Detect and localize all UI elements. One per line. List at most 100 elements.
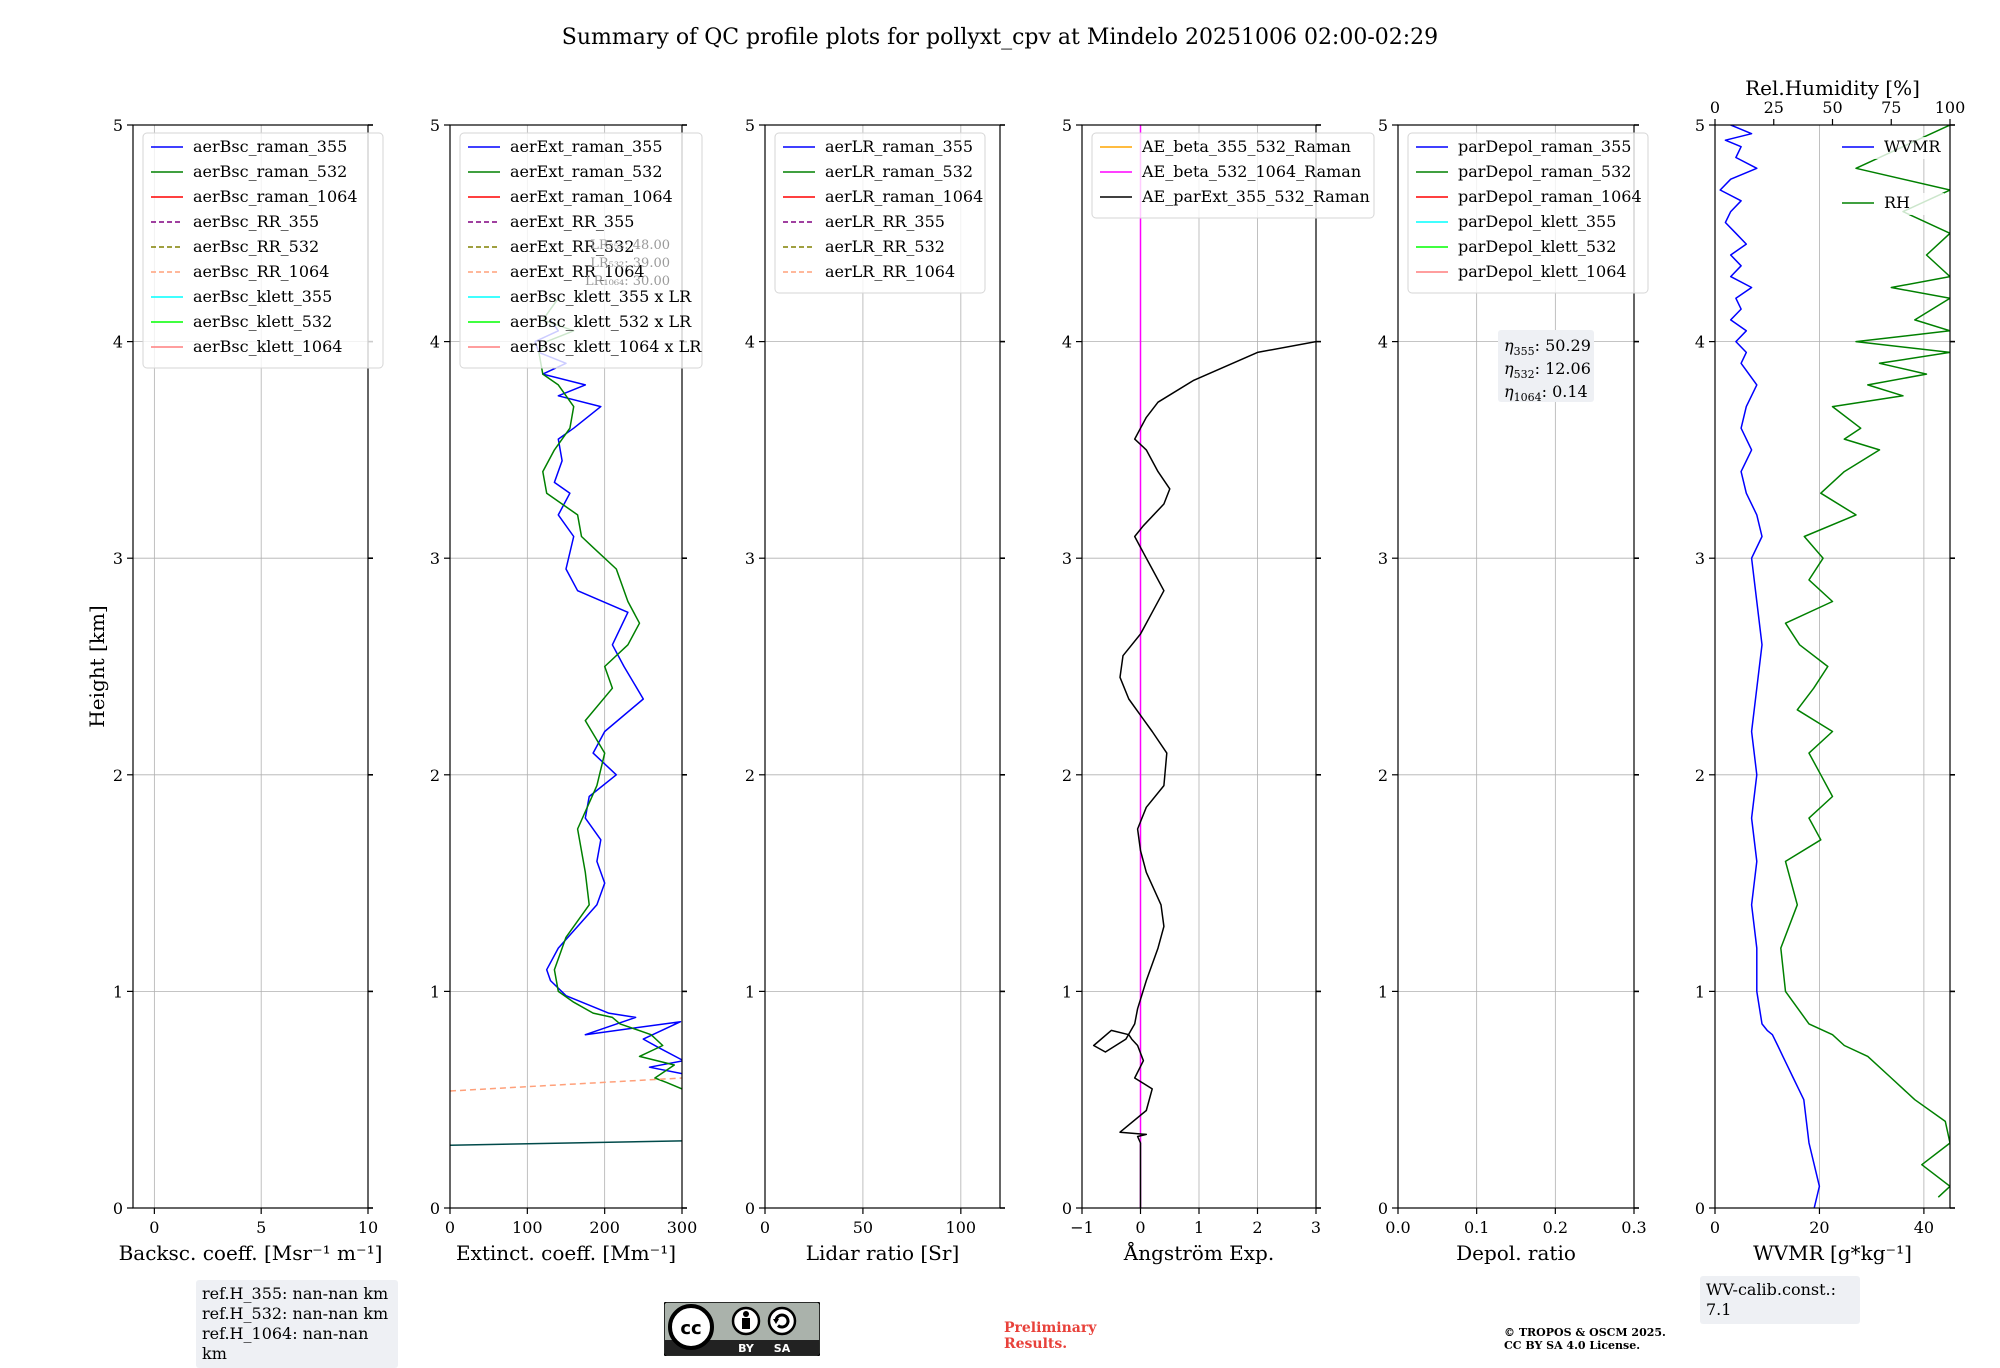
legend-wvmr: WVMR RH [1834,137,1944,215]
x2-tick-label: 0 [1710,98,1720,117]
x-tick-label: 100 [946,1218,977,1237]
y-tick-label: 1 [1062,982,1072,1001]
x-tick-label: 5 [256,1218,266,1237]
y-tick-label: 2 [745,766,755,785]
x-tick-label: 2 [1252,1218,1262,1237]
x2-tick-label: 100 [1935,98,1966,117]
x-axis-label: Lidar ratio [Sr] [806,1241,960,1265]
x-tick-label: 50 [853,1218,873,1237]
x-tick-label: 0 [149,1218,159,1237]
legend-label: aerExt_RR_532 [510,237,634,256]
x-tick-label: 0.3 [1621,1218,1646,1237]
legend-label: aerBsc_raman_532 [193,162,347,181]
x-tick-label: 20 [1809,1218,1829,1237]
x-axis-label: WVMR [g*kg⁻¹] [1753,1241,1912,1265]
x2-tick-label: 50 [1822,98,1842,117]
lr-note: LR₁₀₆₄: 30.00 [585,274,670,289]
preliminary-line-2: Results. [1004,1336,1068,1352]
legend-label: parDepol_raman_1064 [1458,187,1642,206]
legend-label: aerBsc_RR_532 [193,237,319,256]
y-tick-label: 5 [113,116,123,135]
y-tick-label: 5 [430,116,440,135]
figure-title: Summary of QC profile plots for pollyxt_… [562,25,1438,50]
legend-label: aerBsc_klett_532 x LR [510,312,692,331]
legend-lidar_ratio: aerLR_raman_355 aerLR_raman_532 aerLR_rama… [774,132,986,294]
series-aerext-rr-1064 [450,1077,682,1092]
panel-backscatter: 0 1 2 3 4 5 0 5 10 aerBsc_raman_355 aerBsc_raman_5… [85,116,384,1265]
axes-frame [1397,124,1635,1209]
y-tick-label: 2 [113,766,123,785]
x2-tick-label: 25 [1764,98,1784,117]
wv-calib-text: WV-calib.const.: 7.1 [1706,1280,1837,1319]
svg-text:cc: cc [680,1318,701,1339]
legend-label: aerBsc_raman_355 [193,137,347,156]
x-tick-label: 10 [358,1218,378,1237]
legend-label: AE_beta_532_1064_Raman [1141,162,1361,181]
axes-frame [449,124,683,1209]
legend-label: aerBsc_klett_355 [193,287,332,306]
legend-label: aerExt_RR_1064 [510,262,645,281]
legend-label: aerLR_raman_1064 [825,187,983,206]
legend-label: aerExt_RR_355 [510,212,634,231]
x-tick-label: 100 [512,1218,543,1237]
y-tick-label: 0 [430,1199,440,1218]
legend-backscatter: aerBsc_raman_355 aerBsc_raman_532 aerBsc_r… [142,132,384,369]
y-tick-label: 0 [1695,1199,1705,1218]
y-tick-label: 1 [1695,982,1705,1001]
legend-label: RH [1884,193,1910,212]
x-axis-label: Ångström Exp. [1123,1240,1274,1265]
cc-logo-icon [668,1304,714,1350]
y-tick-label: 5 [1062,116,1072,135]
eta-line: η532: 12.06 [1504,359,1591,381]
y-tick-label: 3 [1378,549,1388,568]
x-tick-label: 1 [1194,1218,1204,1237]
x-tick-label: 0 [1710,1218,1720,1237]
legend-label: parDepol_klett_355 [1458,212,1616,231]
lr-note: LR₅₃₂: 39.00 [590,256,670,271]
svg-text:SA: SA [774,1342,791,1355]
series-rh [1780,125,1950,1198]
y-tick-label: 1 [745,982,755,1001]
series-wvmr [1719,125,1821,1208]
y-tick-label: 5 [1378,116,1388,135]
legend-angstrom: AE_beta_355_532_Raman AE_beta_532_1064_Ra… [1091,132,1375,219]
y-tick-label: 0 [113,1199,123,1218]
x-tick-label: 300 [667,1218,698,1237]
y-tick-label: 2 [430,766,440,785]
y-tick-label: 0 [1378,1199,1388,1218]
legend-extinction: aerExt_raman_355 aerExt_raman_532 aerExt_r… [459,132,703,369]
copyright-note: © TROPOS & OSCM 2025. CC BY SA 4.0 Licen… [1504,1326,1724,1352]
ref-h-355: ref.H_355: nan-nan km [202,1284,389,1303]
legend-label: aerBsc_RR_1064 [193,262,329,281]
legend-label: AE_parExt_355_532_Raman [1141,187,1370,206]
series-aerbsc-klett-355-x-lr [450,1140,682,1146]
x2-tick-label: 75 [1881,98,1901,117]
y-tick-label: 3 [745,549,755,568]
y-tick-label: 1 [1378,982,1388,1001]
y-tick-label: 4 [1695,333,1705,352]
y-tick-label: 0 [1062,1199,1072,1218]
x-tick-label: 0 [1135,1218,1145,1237]
eta-line: η355: 50.29 [1504,336,1591,358]
x-axis-label: Backsc. coeff. [Msr⁻¹ m⁻¹] [119,1241,383,1265]
x-tick-label: 0 [760,1218,770,1237]
y-tick-label: 5 [1695,116,1705,135]
legend-label: parDepol_raman_355 [1458,137,1631,156]
legend-label: aerLR_raman_355 [825,137,973,156]
legend-label: parDepol_raman_532 [1458,162,1631,181]
legend-label: aerLR_RR_532 [825,237,945,256]
y-tick-label: 4 [1378,333,1388,352]
y-tick-label: 1 [113,982,123,1001]
y-tick-label: 3 [113,549,123,568]
legend-label: aerLR_RR_1064 [825,262,955,281]
x-axis-label: Extinct. coeff. [Mm⁻¹] [456,1241,676,1265]
y-tick-label: 2 [1378,766,1388,785]
sa-share-icon [767,1306,797,1336]
axes-frame [764,124,1001,1209]
eta-box [1498,330,1594,402]
